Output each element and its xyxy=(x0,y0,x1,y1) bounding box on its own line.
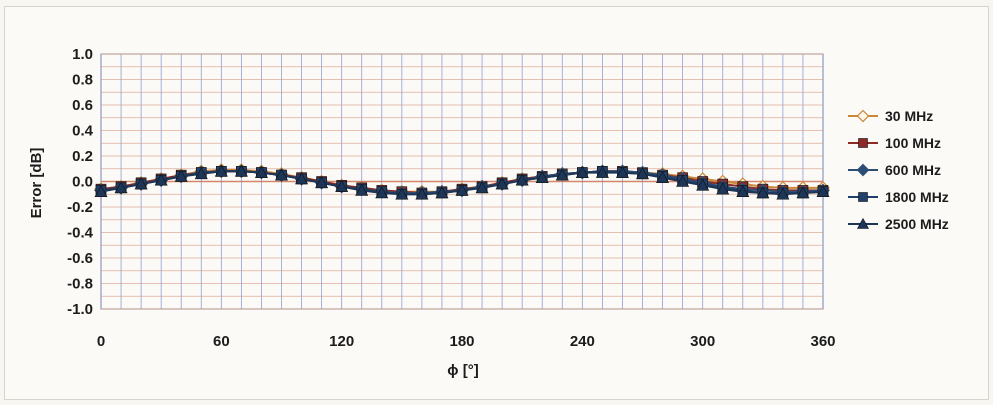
data-point xyxy=(154,173,168,186)
legend-label: 1800 MHz xyxy=(885,189,949,205)
data-point xyxy=(174,169,188,182)
y-tick-label: -0.4 xyxy=(67,225,94,242)
data-point xyxy=(595,165,609,178)
legend-marker xyxy=(858,192,868,202)
legend-item: 100 MHz xyxy=(848,135,941,151)
x-tick-label: 60 xyxy=(213,333,230,350)
x-tick-label: 0 xyxy=(97,333,105,350)
grid xyxy=(100,53,824,310)
line-chart: 0 60 120 180 240 300 360 1.0 0.8 0.6 0.4 0.2 0.0 -0.2… xyxy=(28,46,949,379)
legend-label: 30 MHz xyxy=(885,108,933,124)
data-point xyxy=(635,167,650,180)
legend-item: 1800 MHz xyxy=(848,189,949,205)
data-point xyxy=(455,183,469,196)
data-point xyxy=(676,174,690,187)
data-point xyxy=(515,173,529,186)
legend-label: 100 MHz xyxy=(885,135,941,151)
data-point xyxy=(575,165,589,178)
x-tick-label: 360 xyxy=(810,333,835,350)
data-point xyxy=(254,165,268,178)
tick-labels: 0 60 120 180 240 300 360 1.0 0.8 0.6 0.4 0.2 0.0 -0.2… xyxy=(67,46,835,350)
data-point xyxy=(315,176,329,189)
data-point xyxy=(395,187,409,200)
data-point xyxy=(234,164,248,177)
data-point xyxy=(615,165,629,178)
y-tick-label: -0.8 xyxy=(67,276,93,293)
y-tick-label: 0.4 xyxy=(72,123,94,140)
y-tick-label: -0.2 xyxy=(67,199,93,216)
y-tick-label: 1.0 xyxy=(72,46,93,63)
data-point xyxy=(335,179,349,192)
y-tick-label: -0.6 xyxy=(67,250,93,267)
data-point xyxy=(656,171,670,183)
y-tick-label: -1.0 xyxy=(67,301,93,318)
data-point xyxy=(475,181,489,194)
data-point xyxy=(375,186,389,199)
y-tick-label: 0.6 xyxy=(72,97,93,114)
data-point xyxy=(756,186,770,199)
x-tick-label: 240 xyxy=(570,333,595,350)
data-point xyxy=(355,183,369,196)
legend-marker xyxy=(856,163,870,177)
legend-marker xyxy=(858,138,868,148)
x-tick-label: 180 xyxy=(449,333,474,350)
legend-label: 600 MHz xyxy=(885,162,941,178)
data-point xyxy=(214,164,228,177)
data-point xyxy=(295,172,309,185)
data-point xyxy=(495,177,509,190)
data-point xyxy=(435,186,449,199)
data-point xyxy=(776,187,790,200)
legend-item: 600 MHz xyxy=(848,162,941,178)
series-2500-mhz xyxy=(94,164,830,200)
data-point xyxy=(114,181,128,194)
y-axis-title: Error [dB] xyxy=(28,148,45,219)
data-point xyxy=(94,185,108,197)
x-tick-label: 120 xyxy=(329,333,354,350)
x-tick-label: 300 xyxy=(690,333,715,350)
data-point xyxy=(716,182,730,195)
data-point xyxy=(134,177,148,190)
series-layer xyxy=(94,163,830,200)
data-point xyxy=(415,187,429,200)
y-tick-label: 0.2 xyxy=(72,148,93,165)
legend-item: 2500 MHz xyxy=(848,216,949,232)
data-point xyxy=(274,168,289,181)
y-tick-label: 0.8 xyxy=(72,72,93,89)
data-point xyxy=(194,167,208,180)
data-point xyxy=(696,178,710,191)
x-axis-title: ϕ [°] xyxy=(447,362,478,379)
legend-marker xyxy=(856,217,870,229)
y-tick-label: 0.0 xyxy=(72,174,93,191)
chart-frame: 0 60 120 180 240 300 360 1.0 0.8 0.6 0.4 0.2 0.0 -0.2… xyxy=(4,6,989,400)
legend-marker xyxy=(856,109,870,123)
data-point xyxy=(796,186,810,199)
legend-label: 2500 MHz xyxy=(885,216,949,232)
data-point xyxy=(736,185,750,197)
data-point xyxy=(535,171,549,183)
data-point xyxy=(555,168,569,181)
legend-item: 30 MHz xyxy=(848,108,933,124)
data-point xyxy=(816,185,830,197)
legend: 30 MHz 100 MHz 600 MHz 1800 MHz 2500 MHz xyxy=(848,108,949,232)
